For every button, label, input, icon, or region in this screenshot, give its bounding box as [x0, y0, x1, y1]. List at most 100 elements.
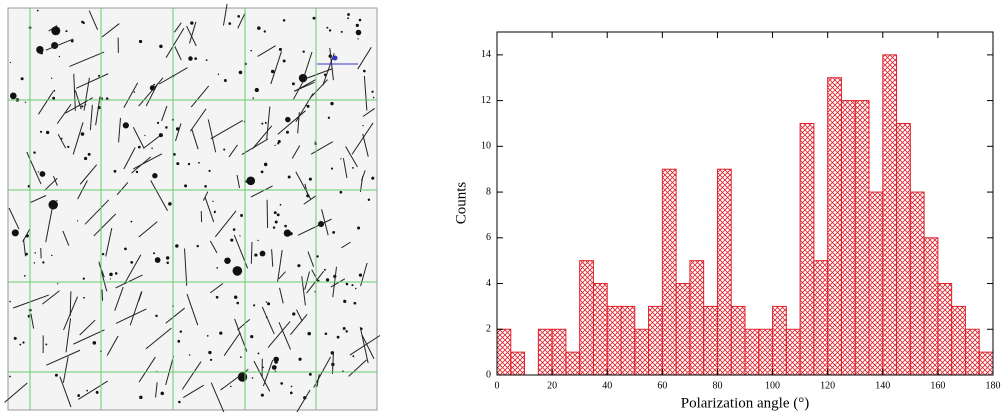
bar [840, 100, 856, 376]
polarization-vector [342, 158, 348, 178]
polarization-vector [207, 119, 217, 153]
star [289, 232, 293, 236]
star [153, 174, 157, 178]
image-frame [7, 7, 378, 411]
polarization-vector [190, 85, 210, 108]
polarization-vector [189, 21, 197, 44]
star [345, 282, 349, 286]
star [208, 350, 212, 355]
star [257, 352, 260, 355]
star [260, 170, 264, 174]
star [326, 26, 329, 29]
polarization-vector [161, 105, 168, 122]
polarization-vector [175, 123, 182, 142]
polarization-vector [63, 296, 78, 331]
star [206, 335, 209, 337]
star [308, 177, 312, 181]
polarization-vector [237, 318, 251, 331]
polarization-vector [84, 199, 110, 225]
polarization-vector [123, 82, 139, 108]
star [282, 59, 286, 63]
star [347, 13, 350, 16]
bar [909, 191, 925, 376]
star [135, 170, 139, 174]
star [323, 268, 326, 271]
polarization-vector [183, 384, 205, 398]
bar [675, 283, 691, 376]
polarization-vector [236, 174, 241, 189]
polarization-vector [271, 249, 274, 267]
star [45, 343, 48, 346]
star [9, 92, 17, 100]
star [160, 391, 165, 396]
star [223, 78, 227, 82]
star [36, 9, 39, 12]
star [261, 122, 264, 125]
bar [813, 260, 829, 376]
polarization-vector [363, 75, 368, 111]
star [177, 339, 181, 343]
star [219, 331, 223, 335]
polarization-vector [295, 171, 312, 200]
polarization-vector [62, 356, 69, 383]
star [353, 301, 357, 305]
polarization-vector [173, 22, 182, 33]
polarization-vector [220, 368, 249, 391]
polarization-vector [250, 185, 273, 198]
star [212, 200, 214, 202]
star [246, 176, 256, 186]
bar [592, 283, 608, 376]
x-tick-label: 40 [602, 380, 612, 391]
star [113, 169, 117, 173]
star [45, 130, 50, 135]
star [9, 61, 12, 64]
polarization-vector [262, 359, 274, 387]
polarization-vector [56, 104, 72, 124]
polarization-vector [155, 382, 158, 398]
polarization-vector [266, 199, 269, 229]
star [358, 18, 362, 22]
polarization-vector [30, 313, 35, 329]
star [342, 327, 346, 330]
polarization-vector [123, 147, 136, 170]
bar [785, 328, 801, 376]
x-tick-label: 100 [765, 380, 780, 391]
star [9, 375, 11, 378]
bar [620, 305, 636, 376]
polarization-vector [45, 206, 54, 243]
star [86, 389, 88, 392]
star [259, 250, 266, 257]
star [213, 210, 216, 213]
star [80, 132, 85, 136]
polarization-vector [321, 209, 329, 236]
star [239, 235, 241, 237]
polarization-vector [295, 93, 314, 123]
star [52, 96, 56, 100]
star [328, 29, 332, 32]
star [277, 140, 281, 144]
star [272, 226, 276, 229]
star [33, 151, 36, 154]
star [11, 229, 19, 237]
bar [648, 305, 663, 376]
y-tick-label: 6 [486, 232, 491, 243]
polarization-vector [302, 51, 313, 80]
star [184, 184, 188, 188]
star [367, 198, 371, 201]
star [287, 175, 291, 179]
star [330, 167, 334, 170]
polarization-vector [13, 294, 49, 309]
star [24, 101, 27, 103]
star [351, 284, 354, 287]
star [105, 97, 109, 100]
bar [537, 328, 553, 376]
star [178, 400, 181, 404]
bar [978, 351, 994, 376]
star [156, 121, 160, 124]
polarization-vector [165, 355, 175, 386]
star [232, 228, 236, 231]
star [236, 301, 240, 305]
star [372, 96, 375, 99]
star [81, 105, 84, 108]
star [330, 101, 334, 106]
